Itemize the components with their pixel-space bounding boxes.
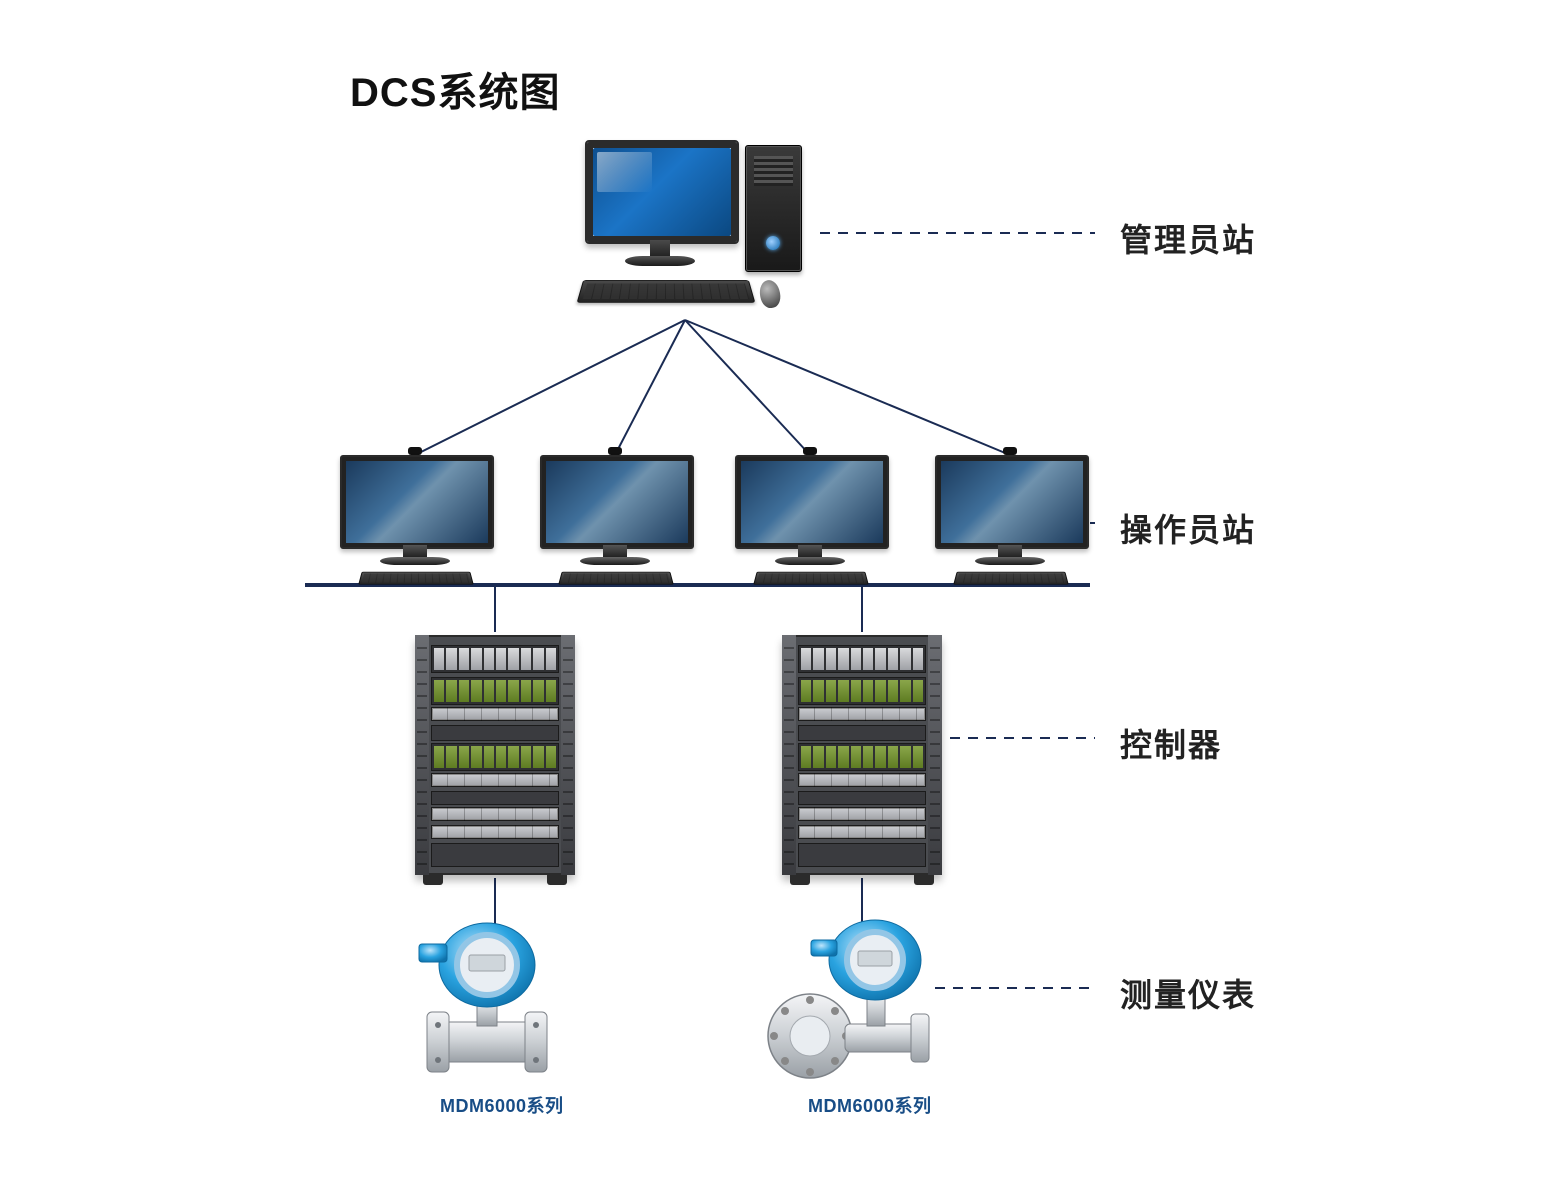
transmitter-1-label: MDM6000系列	[440, 1092, 564, 1118]
controller-rack-1-icon	[415, 635, 575, 885]
transmitter-2-icon	[755, 908, 955, 1083]
label-instrument: 测量仪表	[1120, 970, 1256, 1016]
controller-rack-2-icon	[782, 635, 942, 885]
operator-station-1-icon	[340, 450, 490, 580]
operator-station-4-icon	[935, 450, 1085, 580]
page-title: DCS系统图	[350, 60, 560, 118]
label-admin-station: 管理员站	[1120, 215, 1256, 261]
label-controller: 控制器	[1120, 720, 1222, 766]
diagram-canvas: DCS系统图 管理员站 操作员站 控制器 测量仪表	[0, 0, 1542, 1188]
label-operator-station: 操作员站	[1120, 505, 1256, 551]
operator-station-2-icon	[540, 450, 690, 580]
admin-workstation-icon	[555, 140, 815, 320]
operator-station-3-icon	[735, 450, 885, 580]
transmitter-1-icon	[397, 910, 577, 1080]
transmitter-2-label: MDM6000系列	[808, 1092, 932, 1118]
